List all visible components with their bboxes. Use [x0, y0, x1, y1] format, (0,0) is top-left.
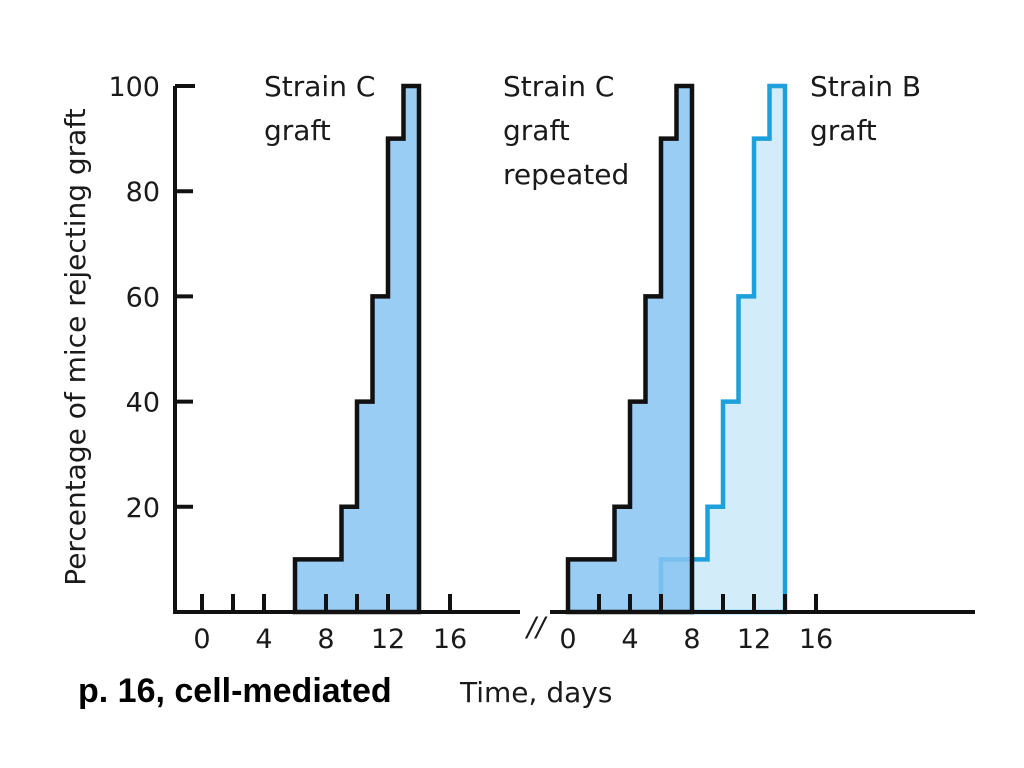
- x-tick-label: 16: [799, 624, 833, 655]
- series-label-line: graft: [503, 114, 570, 147]
- x-tick-label: 0: [193, 624, 210, 655]
- x-axis-label: Time, days: [459, 676, 612, 709]
- series-label-line: Strain B: [810, 70, 921, 103]
- y-tick-label: 100: [108, 72, 160, 103]
- series-label-line: graft: [264, 114, 331, 147]
- series-1-1-step-area: [565, 83, 695, 615]
- x-tick-label: 12: [737, 624, 771, 655]
- series-label-line: repeated: [503, 158, 629, 191]
- x-tick-label: 4: [255, 624, 272, 655]
- axes: [173, 84, 975, 624]
- series-label-line: Strain C: [503, 70, 614, 103]
- x-tick-label: 0: [559, 624, 576, 655]
- y-tick-label: 20: [126, 493, 160, 524]
- labels: Strain C graft Strain B graft Strain C graft r…: [59, 70, 921, 709]
- series-label-line: graft: [810, 114, 877, 147]
- series-label-line: Strain C: [264, 70, 375, 103]
- x-tick-label: 12: [371, 624, 405, 655]
- y-tick-label: 60: [126, 282, 160, 313]
- axis-break-marker: //: [525, 612, 548, 643]
- series-0-0-step-area: [292, 83, 422, 615]
- series-1-0-step-area: [658, 83, 788, 615]
- plot-area: [292, 83, 788, 615]
- y-tick-label: 80: [126, 177, 160, 208]
- slide-caption: p. 16, cell-mediated: [78, 672, 392, 710]
- axis-break-gap: [520, 600, 550, 624]
- series-label-1-0: Strain B graft: [810, 70, 921, 147]
- series-label-0-0: Strain C graft: [264, 70, 375, 147]
- x-tick-label: 8: [317, 624, 334, 655]
- x-tick-label: 8: [683, 624, 700, 655]
- x-tick-label: 4: [621, 624, 638, 655]
- y-axis-label: Percentage of mice rejecting graft: [59, 108, 92, 585]
- series-label-1-1: Strain C graft repeated: [503, 70, 629, 191]
- y-tick-label: 40: [126, 388, 160, 419]
- x-tick-label: 16: [433, 624, 467, 655]
